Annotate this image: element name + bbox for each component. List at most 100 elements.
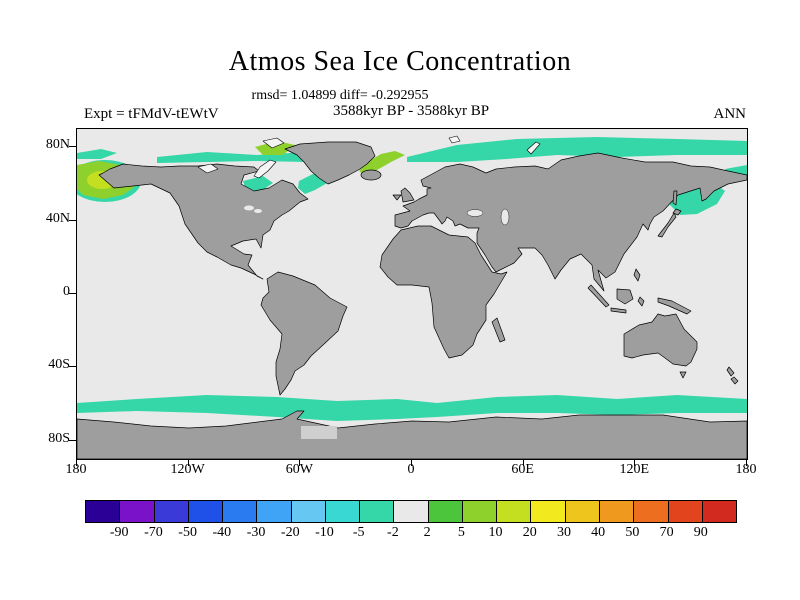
island-sumatra — [587, 284, 610, 308]
lon-axis-tick — [746, 459, 747, 466]
lon-axis-label: 120W — [170, 462, 205, 477]
great-lakes-east — [254, 209, 262, 213]
lon-axis-label: 180 — [65, 462, 87, 477]
lon-axis-tick — [299, 459, 301, 466]
island-ellesmere — [262, 137, 285, 149]
colorbar-tick-label: -90 — [109, 525, 129, 540]
island-victoria — [197, 163, 219, 174]
colorbar-segment — [223, 501, 258, 522]
island-hokkaido — [672, 208, 682, 216]
sea-ice-arc-baffin-bay — [255, 141, 295, 155]
island-madagascar — [491, 317, 506, 343]
colorbar-segment — [531, 501, 566, 522]
colorbar — [85, 500, 737, 523]
colorbar-segment — [702, 501, 737, 522]
colorbar-segment — [325, 501, 361, 522]
island-svalbard — [448, 135, 461, 144]
sea-ice-patch-hudson — [243, 176, 273, 191]
colorbar-tick-label: -5 — [352, 525, 365, 540]
continents — [77, 141, 747, 459]
continent-australia — [623, 313, 698, 367]
sea-ice-patch-bering-top — [77, 149, 117, 159]
colorbar-tick-label: -70 — [144, 525, 163, 540]
lat-axis-tick — [69, 366, 76, 368]
colorbar-tick-label: -10 — [315, 525, 334, 540]
continent-africa — [379, 225, 508, 359]
lat-axis-tick — [69, 219, 76, 221]
colorbar-tick-label: 20 — [522, 525, 537, 540]
colorbar-tick-label: 30 — [556, 525, 571, 540]
sea-ice-streak-canadian-arctic — [157, 152, 329, 163]
colorbar-tick-label: 50 — [625, 525, 640, 540]
continent-north-america — [98, 163, 309, 280]
island-britain — [400, 187, 415, 203]
island-philippines — [633, 268, 641, 282]
caspian-sea — [500, 208, 510, 226]
lon-axis-tick — [522, 459, 524, 466]
lat-axis-tick — [69, 146, 76, 148]
island-greenland — [284, 141, 376, 185]
season-label: ANN — [713, 106, 747, 122]
colorbar-segment — [291, 501, 326, 522]
colorbar-tick-label: 90 — [693, 525, 708, 540]
antarctic-ice-shelf — [301, 426, 337, 439]
lat-axis-label: 0 — [63, 284, 70, 299]
colorbar-segment — [428, 501, 463, 522]
lat-axis-tick — [69, 293, 76, 294]
island-new-zealand-south — [730, 376, 739, 385]
colorbar-tick-label: -30 — [246, 525, 266, 540]
island-iceland — [360, 169, 382, 181]
experiment-label: Expt = tFMdV-tEWtV — [84, 106, 219, 122]
island-ireland — [392, 194, 402, 201]
colorbar-tick-label: 2 — [423, 525, 431, 540]
lat-axis-label: 80S — [48, 430, 70, 446]
colorbar-tick-label: 40 — [591, 525, 606, 540]
island-java — [610, 307, 627, 314]
map-frame — [76, 128, 748, 460]
island-sulawesi — [637, 296, 645, 307]
colorbar-tick-label: 70 — [659, 525, 674, 540]
island-baffin — [253, 159, 277, 179]
lat-axis-label: 40N — [45, 210, 70, 226]
colorbar-segment — [599, 501, 635, 522]
colorbar-segment — [360, 501, 395, 522]
colorbar-segment — [462, 501, 498, 522]
colorbar-segment — [120, 501, 155, 522]
island-new-guinea — [657, 297, 692, 315]
inland-features — [244, 205, 510, 439]
black-sea — [466, 209, 484, 217]
period-label: 3588kyr BP - 3588kyr BP — [332, 103, 490, 119]
continent-antarctica — [77, 410, 747, 459]
arctic-archipelago — [197, 135, 541, 179]
colorbar-tick-label: -2 — [387, 525, 399, 540]
colorbar-tick-label: 5 — [457, 525, 465, 540]
colorbar-segment — [257, 501, 292, 522]
colorbar-segment — [497, 501, 532, 522]
sea-ice-band-arctic — [407, 137, 747, 162]
lon-axis-tick — [76, 459, 77, 466]
colorbar-segment — [154, 501, 189, 522]
colorbar-tick-label: 10 — [488, 525, 503, 540]
lon-axis-tick — [634, 459, 636, 466]
lon-axis-label: 60W — [285, 462, 313, 477]
lon-axis-label: 120E — [619, 462, 650, 477]
island-new-zealand-north — [726, 366, 735, 377]
colorbar-segment — [188, 501, 224, 522]
lat-axis-label: 40S — [48, 357, 70, 373]
island-japan — [657, 212, 677, 238]
stats-line: rmsd= 1.04899 diff= -0.292955 — [251, 88, 429, 103]
colorbar-segment — [86, 501, 121, 522]
continent-eurasia — [394, 152, 747, 292]
island-tasmania — [679, 371, 687, 379]
colorbar-tick-label: -40 — [212, 525, 232, 540]
island-sakhalin — [672, 190, 678, 206]
colorbar-tick-label: -50 — [178, 525, 197, 540]
lon-axis-label: 180 — [735, 462, 757, 477]
colorbar-segment — [565, 501, 600, 522]
sea-ice-band-southern — [77, 395, 747, 421]
lat-axis-label: 80N — [45, 137, 70, 153]
island-novaya-zemlya — [526, 141, 541, 155]
colorbar-segment — [634, 501, 669, 522]
great-lakes-west — [244, 205, 254, 211]
